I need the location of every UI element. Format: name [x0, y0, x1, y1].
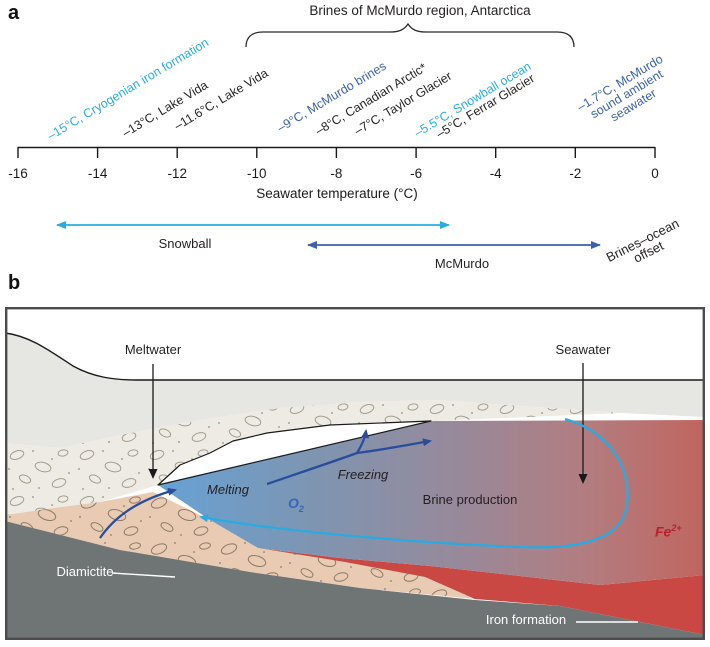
freezing-up-arrow — [356, 429, 369, 454]
axis-ticks — [17, 147, 656, 158]
basement-layer — [5, 521, 705, 640]
tick-label: -16 — [8, 166, 28, 181]
iron-formation-layer — [258, 548, 705, 635]
oxygen-subscript: 2 — [298, 503, 304, 514]
freezing-flow-line — [266, 451, 358, 486]
iron-formation-label: Iron formation — [485, 612, 567, 627]
diamictite-stipple-clasts — [5, 400, 623, 515]
brace-mcmurdo-region — [245, 22, 575, 48]
panel-a-title: Brines of McMurdo region, Antarctica — [309, 3, 531, 18]
glacier-surface-line — [5, 332, 705, 381]
panel-b-label: b — [8, 272, 21, 294]
range-label-mcmurdo: McMurdo — [434, 256, 490, 271]
panel-b-graphics — [5, 307, 705, 640]
axis-title: Seawater temperature (°C) — [256, 186, 417, 201]
panel-b: Meltwater Seawater Melting Freezing O2 B… — [5, 307, 705, 640]
panel-a-graphics: -16 -14 -12 -10 -8 -6 -4 -2 0 Seawater t… — [8, 22, 659, 249]
ferrous-iron-symbol: Fe — [655, 523, 672, 540]
diamictite-tan-clasts — [5, 492, 475, 599]
tick-label: -4 — [490, 166, 502, 181]
meltwater-label: Meltwater — [124, 342, 182, 357]
tick-label: -8 — [330, 166, 342, 181]
tick-label: 0 — [651, 166, 659, 181]
freezing-label: Freezing — [337, 467, 389, 482]
panel-a-label: a — [8, 2, 20, 24]
diamictite-leader-line — [111, 572, 176, 578]
range-label-snowball: Snowball — [158, 236, 212, 251]
ferrous-iron-label: Fe2+ — [655, 523, 682, 540]
ferrous-iron-superscript: 2+ — [671, 523, 682, 533]
diamictite-label: Diamictite — [56, 564, 114, 579]
glacier-body — [5, 333, 705, 448]
brine-water-body — [158, 420, 705, 585]
tick-label: -10 — [247, 166, 267, 181]
oxygen-label: O2 — [288, 495, 304, 514]
tick-label: -6 — [410, 166, 422, 181]
panel-b-border — [5, 307, 705, 640]
oxygen-symbol: O — [288, 495, 299, 511]
melting-label: Melting — [207, 482, 249, 497]
brine-production-label: Brine production — [422, 492, 518, 507]
tick-label: -14 — [88, 166, 108, 181]
freezing-right-arrow — [356, 438, 432, 455]
axis-tick-labels: -16 -14 -12 -10 -8 -6 -4 -2 0 — [8, 166, 659, 181]
tick-label: -12 — [167, 166, 187, 181]
seawater-label: Seawater — [555, 342, 611, 357]
tick-label: -2 — [569, 166, 581, 181]
meltwater-inflow-arrow — [99, 487, 177, 539]
brine-circulation-arrow — [199, 417, 629, 549]
